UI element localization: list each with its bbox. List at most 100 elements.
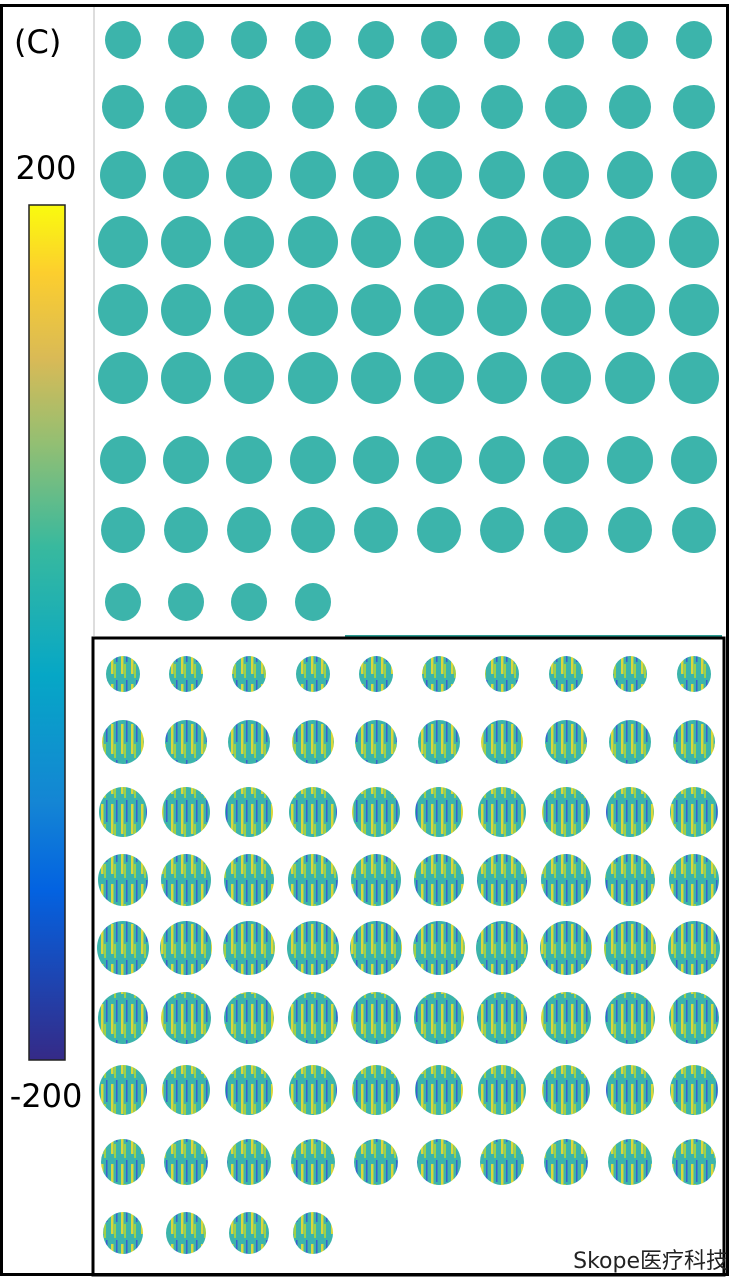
phase-map: [605, 854, 655, 906]
phase-map: [669, 352, 719, 404]
phase-map: [672, 507, 716, 553]
phase-map: [101, 507, 145, 553]
phase-map: [605, 216, 655, 268]
phase-map: [606, 787, 654, 837]
phase-map: [224, 216, 274, 268]
phase-map: [414, 352, 464, 404]
phase-map: [605, 992, 655, 1044]
phase-map: [352, 787, 400, 837]
phase-map: [99, 787, 147, 837]
phase-map: [608, 1139, 652, 1185]
phase-map: [414, 854, 464, 906]
phase-map: [355, 720, 397, 764]
phase-map: [353, 436, 399, 484]
phase-map: [609, 720, 651, 764]
phase-map: [224, 284, 274, 336]
phase-map: [225, 1065, 273, 1115]
phase-map: [351, 284, 401, 336]
phase-map: [480, 1139, 524, 1185]
phase-map: [544, 1139, 588, 1185]
phase-map: [102, 85, 144, 129]
colorbar-max-label: 200: [15, 149, 76, 187]
phase-map: [288, 352, 338, 404]
phase-map: [292, 720, 334, 764]
phase-map: [415, 787, 463, 837]
phase-map: [289, 787, 337, 837]
map-grid: [97, 21, 720, 1254]
phase-map: [545, 85, 587, 129]
phase-map: [477, 284, 527, 336]
phase-map: [477, 854, 527, 906]
phase-map: [673, 720, 715, 764]
phase-map: [161, 854, 211, 906]
phase-map: [106, 656, 140, 692]
phase-map: [351, 854, 401, 906]
colorbar-min-label: -200: [10, 1077, 83, 1115]
phase-map: [477, 216, 527, 268]
phase-map: [478, 787, 526, 837]
phase-map: [413, 921, 465, 975]
phase-map: [608, 507, 652, 553]
phase-map: [229, 1212, 269, 1254]
phase-map: [100, 436, 146, 484]
phase-map: [677, 656, 711, 692]
phase-map: [293, 1212, 333, 1254]
phase-map: [288, 854, 338, 906]
phase-map: [358, 21, 394, 59]
phase-map: [98, 854, 148, 906]
phase-map: [162, 787, 210, 837]
phase-map: [676, 21, 712, 59]
phase-map: [543, 151, 589, 199]
phase-map: [607, 436, 653, 484]
phase-map: [228, 720, 270, 764]
phase-map: [541, 992, 591, 1044]
phase-map: [355, 85, 397, 129]
phase-map: [225, 787, 273, 837]
phase-map: [231, 21, 267, 59]
phase-map: [100, 151, 146, 199]
phase-map: [98, 216, 148, 268]
phase-map: [227, 1139, 271, 1185]
phase-map: [669, 992, 719, 1044]
phase-map: [101, 1139, 145, 1185]
phase-map: [161, 284, 211, 336]
phase-map: [224, 352, 274, 404]
phase-map: [161, 992, 211, 1044]
phase-map: [477, 352, 527, 404]
phase-map: [481, 720, 523, 764]
phase-map: [670, 1065, 718, 1115]
phase-map: [102, 720, 144, 764]
phase-map: [164, 507, 208, 553]
phase-map: [671, 151, 717, 199]
phase-map: [351, 352, 401, 404]
phase-map: [541, 352, 591, 404]
phase-map: [103, 1212, 143, 1254]
phase-map: [668, 921, 720, 975]
phase-map: [421, 21, 457, 59]
phase-map: [226, 436, 272, 484]
phase-map: [161, 216, 211, 268]
phase-map: [231, 583, 267, 621]
phase-map: [479, 151, 525, 199]
phase-map: [549, 656, 583, 692]
phase-map: [168, 21, 204, 59]
phase-map: [485, 656, 519, 692]
phase-map: [544, 507, 588, 553]
phase-map: [669, 216, 719, 268]
phase-map: [669, 284, 719, 336]
phase-map: [105, 21, 141, 59]
phase-map: [416, 151, 462, 199]
phase-map: [422, 656, 456, 692]
phase-map: [476, 921, 528, 975]
phase-map: [609, 85, 651, 129]
phase-map: [479, 436, 525, 484]
panel-label: (C): [14, 23, 61, 61]
phase-map: [417, 507, 461, 553]
phase-map: [289, 1065, 337, 1115]
phase-map: [295, 583, 331, 621]
phase-map: [288, 284, 338, 336]
phase-map: [418, 720, 460, 764]
phase-map: [161, 352, 211, 404]
phase-map: [290, 436, 336, 484]
phase-map: [295, 21, 331, 59]
